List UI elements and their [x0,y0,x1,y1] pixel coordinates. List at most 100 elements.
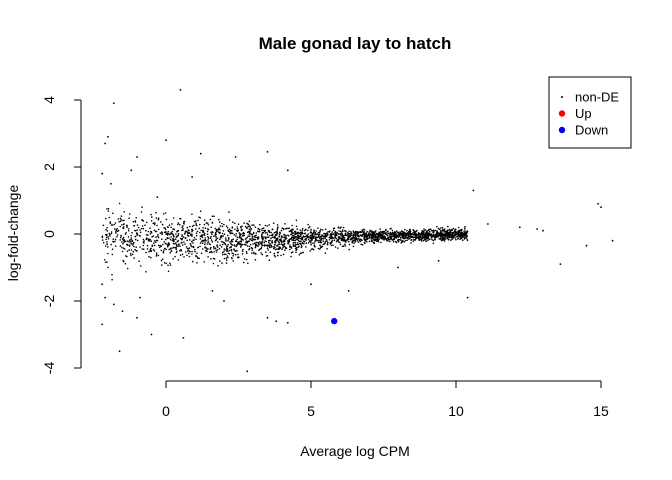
data-point [443,235,446,237]
data-point [310,248,313,250]
data-point [104,296,106,299]
data-point [230,250,233,252]
data-point [290,255,292,258]
data-point [363,237,366,240]
data-point [305,239,307,241]
data-point [219,237,222,239]
data-point [148,250,150,253]
data-point [249,226,251,228]
data-point [352,240,355,242]
data-point [301,227,304,230]
data-point [195,222,197,224]
data-point [126,240,129,242]
data-point [242,232,244,235]
data-point [363,234,366,236]
data-point [136,239,139,242]
data-point [142,227,145,230]
data-point [164,242,167,245]
data-point [314,233,316,235]
data-point [441,226,444,229]
data-point [129,240,132,243]
data-point [324,228,327,231]
data-point [313,229,315,231]
data-point [311,232,314,235]
data-point [124,240,127,243]
data-point [146,244,149,247]
data-point [106,261,108,263]
data-point [305,234,308,237]
data-point [337,233,340,235]
data-point [282,228,285,230]
data-point [213,235,215,237]
data-point [316,239,319,242]
data-point [188,232,191,234]
data-point [402,241,404,243]
data-point [191,225,194,228]
data-point [290,230,293,233]
data-point [116,236,118,238]
data-point [288,227,291,229]
data-point [148,238,150,240]
data-point [336,239,339,241]
data-point [118,350,121,353]
data-point [357,241,360,243]
data-point [295,251,297,254]
data-point [131,239,133,242]
data-point [218,232,221,235]
data-point [242,248,244,251]
data-point [173,228,176,231]
data-point [397,238,400,241]
data-point [119,225,121,228]
data-point [207,241,209,244]
data-point [368,231,371,233]
data-point [191,240,193,243]
data-point [448,229,450,231]
data-point [247,225,249,228]
data-point [232,238,234,241]
data-point [193,220,196,223]
data-point [182,337,185,339]
data-point [104,261,107,264]
data-point [184,236,187,239]
y-tick-label: 4 [41,96,57,104]
legend-marker-non-de [561,96,563,98]
data-point [188,252,190,255]
data-point [406,239,409,241]
data-point [324,237,326,240]
data-point [207,224,210,226]
data-point [183,256,185,258]
data-point [204,242,206,244]
data-point [231,230,233,232]
data-point [174,255,176,258]
data-point [307,227,310,229]
data-point [420,238,423,241]
data-point [189,234,192,237]
data-point [215,251,218,253]
points-layer [101,89,614,373]
data-point [368,235,371,237]
data-point [297,243,300,246]
data-point [198,216,200,218]
data-point [123,226,125,228]
data-point [309,241,312,244]
data-point [221,222,223,225]
data-point [330,242,332,244]
data-point [101,239,104,241]
data-point [300,243,302,245]
data-point [296,248,298,251]
data-point [403,237,405,240]
data-point [141,219,143,221]
data-point [292,244,295,246]
data-point [199,223,201,226]
data-point [179,218,182,220]
data-point [409,235,411,238]
data-point [315,236,318,239]
data-point [374,231,376,233]
data-point [174,238,177,240]
data-point [365,232,368,234]
data-point [407,238,410,240]
data-point [317,233,320,236]
data-point [385,228,387,231]
data-point [362,230,364,233]
data-point [350,238,353,240]
